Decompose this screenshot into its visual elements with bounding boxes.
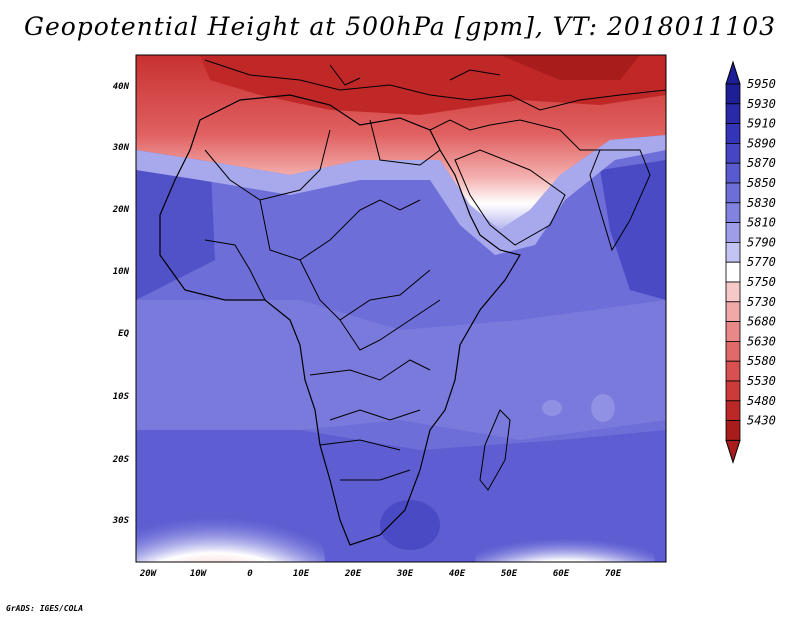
map-frame bbox=[135, 54, 667, 563]
colorbar-swatch bbox=[725, 222, 741, 243]
colorbar-level-label: 5830 bbox=[747, 196, 776, 210]
latitude-labels: 40N 30N 20N 10N EQ 10S 20S 30S bbox=[112, 82, 130, 526]
lon-label: 0 bbox=[247, 569, 253, 579]
colorbar-swatch bbox=[725, 420, 741, 441]
lat-label: 30N bbox=[112, 143, 130, 153]
colorbar-level-label: 5580 bbox=[747, 354, 776, 368]
lon-label: 60E bbox=[553, 569, 570, 579]
colorbar-swatch bbox=[725, 380, 741, 402]
lon-label: 20W bbox=[139, 569, 158, 579]
colorbar-swatch bbox=[725, 83, 741, 105]
colorbar-swatch bbox=[725, 400, 741, 421]
credit-text: GrADS: IGES/COLA bbox=[6, 604, 84, 613]
colorbar-level-label: 5680 bbox=[747, 315, 776, 329]
colorbar-swatch bbox=[725, 103, 741, 125]
lon-label: 50E bbox=[501, 569, 518, 579]
lon-label: 70E bbox=[605, 569, 622, 579]
coastlines bbox=[159, 59, 666, 546]
colorbar: 5950 5930 5910 5890 5870 5850 5830 5810 5790 5770… bbox=[725, 60, 776, 465]
colorbar-level-label: 5890 bbox=[747, 136, 776, 150]
colorbar-swatch bbox=[725, 142, 741, 164]
colorbar-level-label: 5850 bbox=[747, 176, 776, 190]
colorbar-swatch bbox=[725, 261, 741, 283]
colorbar-level-label: 5930 bbox=[747, 97, 776, 111]
colorbar-swatch bbox=[725, 281, 741, 303]
colorbar-top-arrow bbox=[725, 60, 741, 85]
colorbar-level-label: 5790 bbox=[747, 235, 776, 249]
lat-label: 30S bbox=[112, 516, 130, 526]
lon-label: 40E bbox=[449, 569, 466, 579]
colorbar-level-label: 5430 bbox=[747, 414, 776, 428]
colorbar-swatch bbox=[725, 162, 741, 184]
colorbar-swatch bbox=[725, 301, 741, 322]
lat-label: 20S bbox=[112, 455, 130, 465]
colorbar-level-label: 5950 bbox=[747, 77, 776, 91]
colorbar-swatch bbox=[725, 241, 741, 263]
colorbar-level-label: 5910 bbox=[747, 117, 776, 131]
lat-label: EQ bbox=[118, 329, 129, 339]
colorbar-swatch bbox=[725, 202, 741, 224]
map-title: Geopotential Height at 500hPa [gpm], VT:… bbox=[23, 12, 777, 41]
colorbar-swatch bbox=[725, 360, 741, 382]
colorbar-bottom-arrow bbox=[725, 439, 741, 465]
lon-label: 10E bbox=[293, 569, 310, 579]
field-shading bbox=[136, 55, 666, 562]
lon-label: 10W bbox=[190, 569, 208, 579]
colorbar-level-label: 5480 bbox=[747, 394, 776, 408]
colorbar-level-label: 5530 bbox=[747, 374, 776, 388]
colorbar-swatch bbox=[725, 321, 741, 342]
colorbar-swatch bbox=[725, 340, 741, 362]
colorbar-level-label: 5810 bbox=[747, 216, 776, 230]
lat-label: 40N bbox=[113, 82, 130, 92]
colorbar-swatch bbox=[725, 182, 741, 204]
longitude-labels: 20W 10W 0 10E 20E 30E 40E 50E 60E 70E bbox=[139, 569, 622, 579]
lat-label: 20N bbox=[112, 205, 130, 215]
colorbar-level-label: 5630 bbox=[747, 334, 776, 348]
colorbar-level-label: 5730 bbox=[747, 295, 776, 309]
lon-label: 30E bbox=[396, 569, 414, 579]
lat-label: 10N bbox=[113, 267, 130, 277]
colorbar-level-label: 5770 bbox=[747, 255, 776, 269]
lat-label: 10S bbox=[113, 392, 130, 402]
colorbar-swatch bbox=[725, 123, 741, 144]
colorbar-level-label: 5870 bbox=[747, 156, 776, 170]
lon-label: 20E bbox=[344, 569, 362, 579]
colorbar-level-label: 5750 bbox=[747, 275, 776, 289]
